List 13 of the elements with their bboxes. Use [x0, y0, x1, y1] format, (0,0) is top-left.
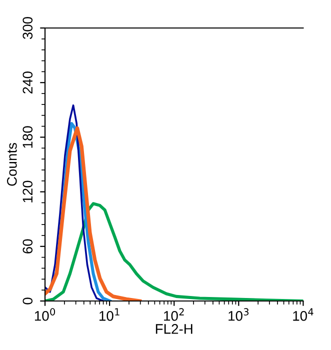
y-tick-label: 0 [22, 298, 33, 304]
y-tick-label: 60 [22, 239, 33, 254]
y-tick-label: 120 [22, 180, 33, 202]
x-tick-label: 10$^{4}$ [293, 308, 314, 321]
x-tick-label: 10$^{3}$ [228, 308, 249, 321]
x-axis-title: FL2-H [156, 324, 192, 334]
y-axis-title: Counts [6, 142, 17, 186]
x-tick-label: 10$^{0}$ [34, 308, 56, 321]
y-tick-label: 240 [22, 72, 33, 94]
x-tick-label: 10$^{1}$ [100, 308, 120, 321]
y-tick-label: 180 [22, 126, 33, 148]
y-tick-label: 300 [22, 16, 33, 40]
x-tick-label: 10$^{2}$ [164, 308, 184, 321]
